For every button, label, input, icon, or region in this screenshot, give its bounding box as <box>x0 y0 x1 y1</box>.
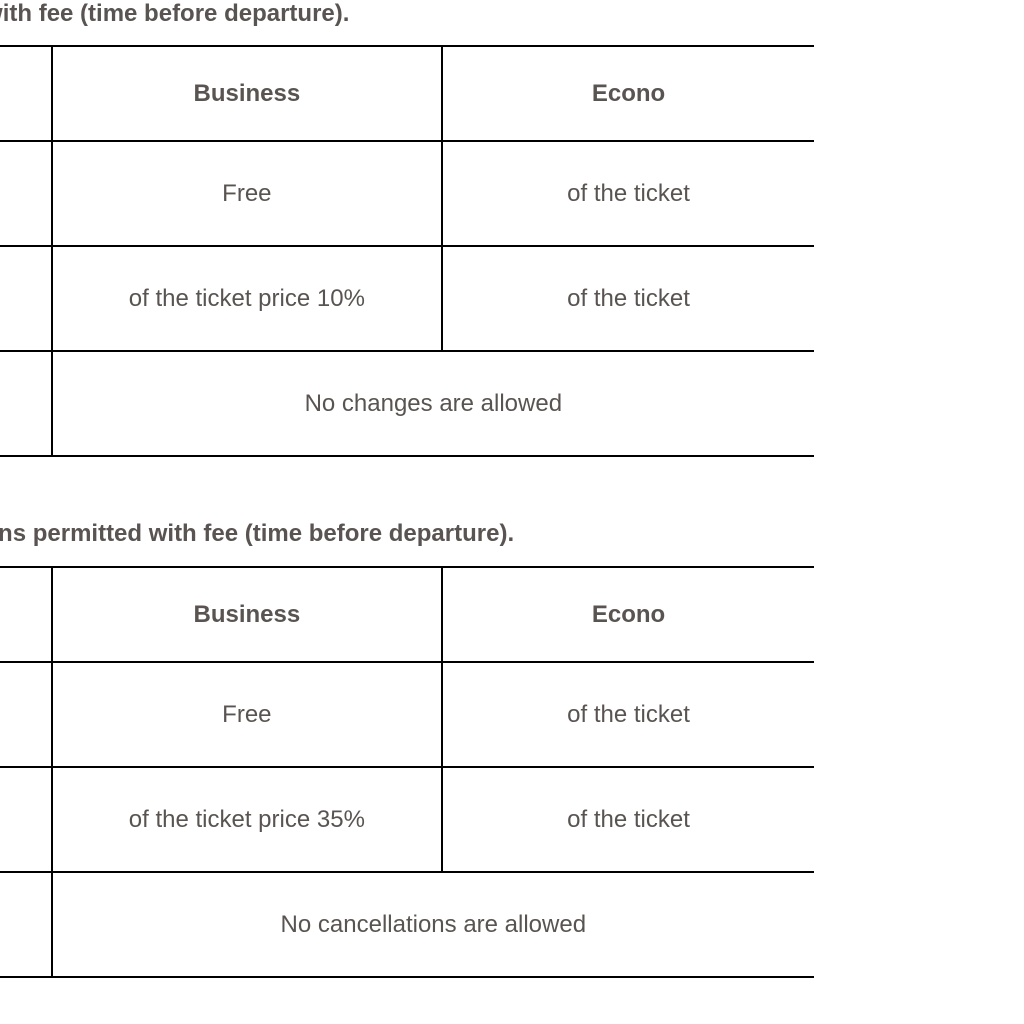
changes-section-title: Changes permitted with fee (time before … <box>0 0 349 28</box>
cell-economy: of the ticket <box>442 246 814 351</box>
cancellations-section-title: Cancellations permitted with fee (time b… <box>0 520 514 548</box>
table-header-row: Time Business Econo <box>0 567 814 662</box>
cell-time-blank <box>0 351 52 456</box>
table-row: in 24 of the ticket price 35% of the tic… <box>0 767 814 872</box>
changes-fee-table: Time Business Econo urs Free of the tick… <box>0 45 814 457</box>
cell-economy: of the ticket <box>442 662 814 767</box>
cell-business: of the ticket price 35% <box>52 767 442 872</box>
cell-merged-message: No changes are allowed <box>52 351 814 456</box>
table-row: urs Free of the ticket <box>0 141 814 246</box>
col-header-time: Time <box>0 46 52 141</box>
cell-economy: of the ticket <box>442 141 814 246</box>
cell-time: urs <box>0 141 52 246</box>
cell-economy: of the ticket <box>442 767 814 872</box>
cell-business: of the ticket price 10% <box>52 246 442 351</box>
cell-business: Free <box>52 662 442 767</box>
col-header-time: Time <box>0 567 52 662</box>
cell-time-blank <box>0 872 52 977</box>
table-header-row: Time Business Econo <box>0 46 814 141</box>
table-row-merged: No cancellations are allowed <box>0 872 814 977</box>
table-row: urs Free of the ticket <box>0 662 814 767</box>
col-header-economy: Econo <box>442 567 814 662</box>
col-header-economy: Econo <box>442 46 814 141</box>
table-row-merged: No changes are allowed <box>0 351 814 456</box>
table-row: in 24 of the ticket price 10% of the tic… <box>0 246 814 351</box>
cell-time: in 24 <box>0 246 52 351</box>
cancellations-fee-table: Time Business Econo urs Free of the tick… <box>0 566 814 978</box>
cell-business: Free <box>52 141 442 246</box>
col-header-business: Business <box>52 567 442 662</box>
col-header-business: Business <box>52 46 442 141</box>
cell-time: urs <box>0 662 52 767</box>
cell-merged-message: No cancellations are allowed <box>52 872 814 977</box>
cell-time: in 24 <box>0 767 52 872</box>
